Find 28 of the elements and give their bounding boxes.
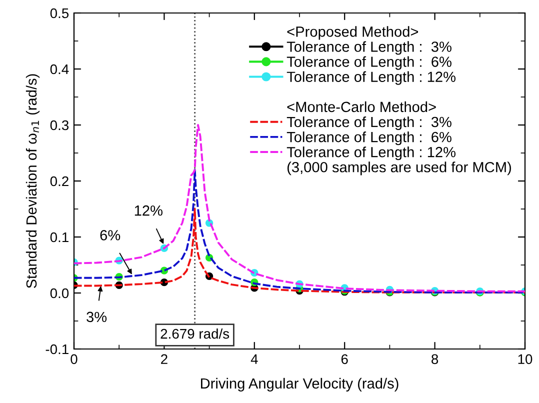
y-tick-label: 0.4	[50, 64, 69, 74]
y-tick-label: 0.3	[50, 120, 69, 130]
annotation: 3%	[86, 312, 107, 322]
x-tick-label: 6	[341, 354, 348, 364]
annotation: <Proposed Method>	[287, 26, 418, 40]
x-tick-label: 0	[70, 354, 78, 364]
y-tick-label: -0.1	[46, 344, 68, 354]
legend-label: Tolerance of Length : 3%	[286, 41, 452, 55]
y-tick-label: 0.2	[50, 176, 68, 186]
x-tick-label: 8	[432, 354, 438, 364]
x-tick-label: 4	[250, 354, 258, 364]
legend-label: Tolerance of Length : 12%	[286, 71, 456, 85]
x-tick-label: 2	[161, 354, 168, 364]
annotation: 12%	[134, 205, 162, 216]
x-tick-label: 10	[518, 354, 532, 364]
y-tick-label: 0.5	[50, 8, 69, 18]
annotation: (3,000 samples are used for MCM)	[287, 162, 511, 176]
legend-label: Tolerance of Length : 6%	[286, 56, 452, 70]
ref-line-label: 2.679 rad/s	[160, 328, 230, 339]
x-axis-title: Driving Angular Velocity (rad/s)	[201, 378, 398, 392]
legend-label: Tolerance of Length : 3%	[286, 116, 452, 130]
annotation: 6%	[100, 230, 120, 240]
y-axis-title: Standard Deviation of ω$_{n1}$ (rad/s)	[26, 74, 40, 288]
y-tick-label: 0.1	[50, 232, 68, 242]
legend-label: Tolerance of Length : 12%	[286, 146, 456, 160]
y-tick-label: 0.0	[50, 288, 69, 298]
annotation: <Monte-Carlo Method>	[287, 101, 436, 112]
legend-label: Tolerance of Length : 6%	[286, 131, 452, 146]
